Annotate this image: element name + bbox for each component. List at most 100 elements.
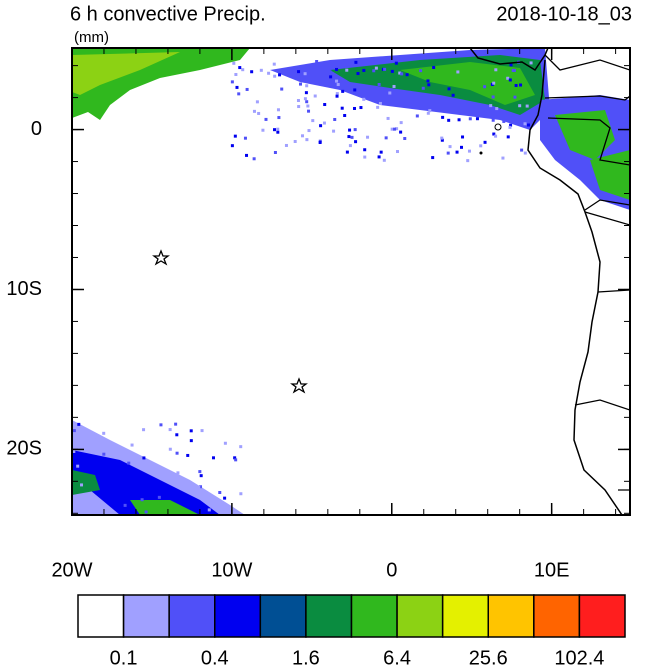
lon-tick-label: 20W (51, 559, 92, 581)
precip-speckle (489, 104, 493, 108)
precip-speckle (427, 83, 431, 87)
precip-speckle (267, 71, 271, 75)
precip-speckle (514, 84, 518, 88)
precip-speckle (362, 68, 366, 72)
precip-speckle (431, 156, 435, 160)
precip-speckle (296, 99, 300, 103)
precip-speckle (243, 136, 247, 140)
precip-speckle (315, 60, 319, 64)
precip-speckle (175, 433, 179, 437)
units: (mm) (74, 29, 109, 46)
precip-speckle (432, 65, 436, 69)
colorbar-box (350, 594, 398, 638)
precip-speckle (95, 435, 99, 439)
precip-speckle (526, 123, 530, 127)
colorbar-box (259, 594, 307, 638)
precip-speckle (168, 447, 172, 451)
precip-speckle (348, 128, 352, 132)
precip-speckle (468, 117, 472, 121)
precip-speckle (523, 122, 527, 126)
precip-speckle (513, 95, 517, 99)
precip-speckle (508, 125, 512, 129)
precip-speckle (518, 104, 522, 108)
precip-speckle (207, 508, 211, 512)
precip-speckle (245, 87, 249, 91)
precip-speckle (481, 105, 485, 109)
precip-speckle (318, 140, 322, 144)
precip-speckle (354, 60, 358, 64)
country-border (544, 54, 630, 491)
precip-speckle (76, 464, 80, 468)
precip-speckle (415, 114, 419, 118)
precip-speckle (343, 113, 347, 117)
precip-speckle (353, 128, 357, 132)
colorbar-box (77, 594, 125, 638)
precip-speckle (293, 139, 297, 143)
precip-speckle (199, 485, 203, 489)
precip-speckle (140, 498, 144, 502)
precip-speckle (378, 101, 382, 105)
precip-speckle (441, 115, 445, 119)
precip-speckle (529, 61, 533, 65)
precip-speckle (356, 72, 360, 76)
precip-speckle (372, 69, 376, 73)
colorbar-label: 6.4 (383, 647, 411, 667)
precip-speckle (509, 63, 513, 67)
precip-speckle (348, 144, 352, 148)
lat-tick-label: 0 (31, 118, 42, 140)
precip-speckle (400, 72, 404, 76)
precip-speckle (377, 82, 381, 86)
precip-speckle (455, 150, 459, 154)
time-label: 2018-10-18_03 (496, 3, 632, 25)
precip-speckle (335, 79, 339, 83)
precip-speckle (280, 87, 284, 91)
precip-speckle (223, 441, 227, 445)
lon-tick-label: 10E (534, 559, 570, 581)
precip-speckle (333, 117, 337, 121)
precip-speckle (491, 95, 495, 99)
precip-speckle (394, 61, 398, 65)
precip-area (72, 470, 100, 495)
precip-speckle (301, 134, 305, 138)
precip-speckle (123, 503, 127, 507)
precip-speckle (366, 135, 370, 139)
precip-speckle (457, 118, 461, 122)
precip-speckle (374, 66, 378, 70)
precip-speckle (335, 67, 339, 71)
precip-speckle (230, 144, 234, 148)
precip-speckle (403, 137, 407, 141)
precip-speckle (475, 106, 479, 110)
precip-speckle (296, 75, 300, 79)
precip-speckle (353, 88, 357, 92)
precip-speckle (405, 73, 409, 77)
colorbar-label: 0.4 (201, 647, 229, 667)
colorbar: 0.1 0.4 1.6 6.4 25.6 102.4 (77, 594, 626, 667)
precip-speckle (211, 456, 215, 460)
precip-speckle (447, 87, 451, 91)
precip-speckle (305, 100, 309, 104)
precip-speckle (237, 92, 241, 96)
precip-speckle (475, 117, 479, 121)
precip-speckle (466, 159, 470, 163)
precip-speckle (421, 86, 425, 90)
precip-speckle (461, 135, 465, 139)
precip-speckle (377, 155, 381, 159)
colorbar-box (487, 594, 535, 638)
precip-speckle (130, 443, 134, 447)
precip-speckles (72, 60, 533, 514)
precip-speckle (276, 130, 280, 134)
precip-speckle (359, 106, 363, 110)
colorbar-label: 102.4 (554, 647, 604, 667)
precip-area (555, 110, 615, 160)
precip-speckle (491, 118, 495, 122)
precip-speckle (86, 498, 90, 502)
precip-speckle (399, 130, 403, 134)
precip-speckle (332, 129, 336, 133)
precip-speckle (519, 83, 523, 87)
precip-speckle (345, 150, 349, 154)
precip-speckle (390, 69, 394, 73)
precip-speckle (492, 81, 496, 85)
precip-speckle (72, 429, 76, 433)
precip-speckle (174, 422, 178, 426)
precip-speckle (509, 123, 513, 127)
